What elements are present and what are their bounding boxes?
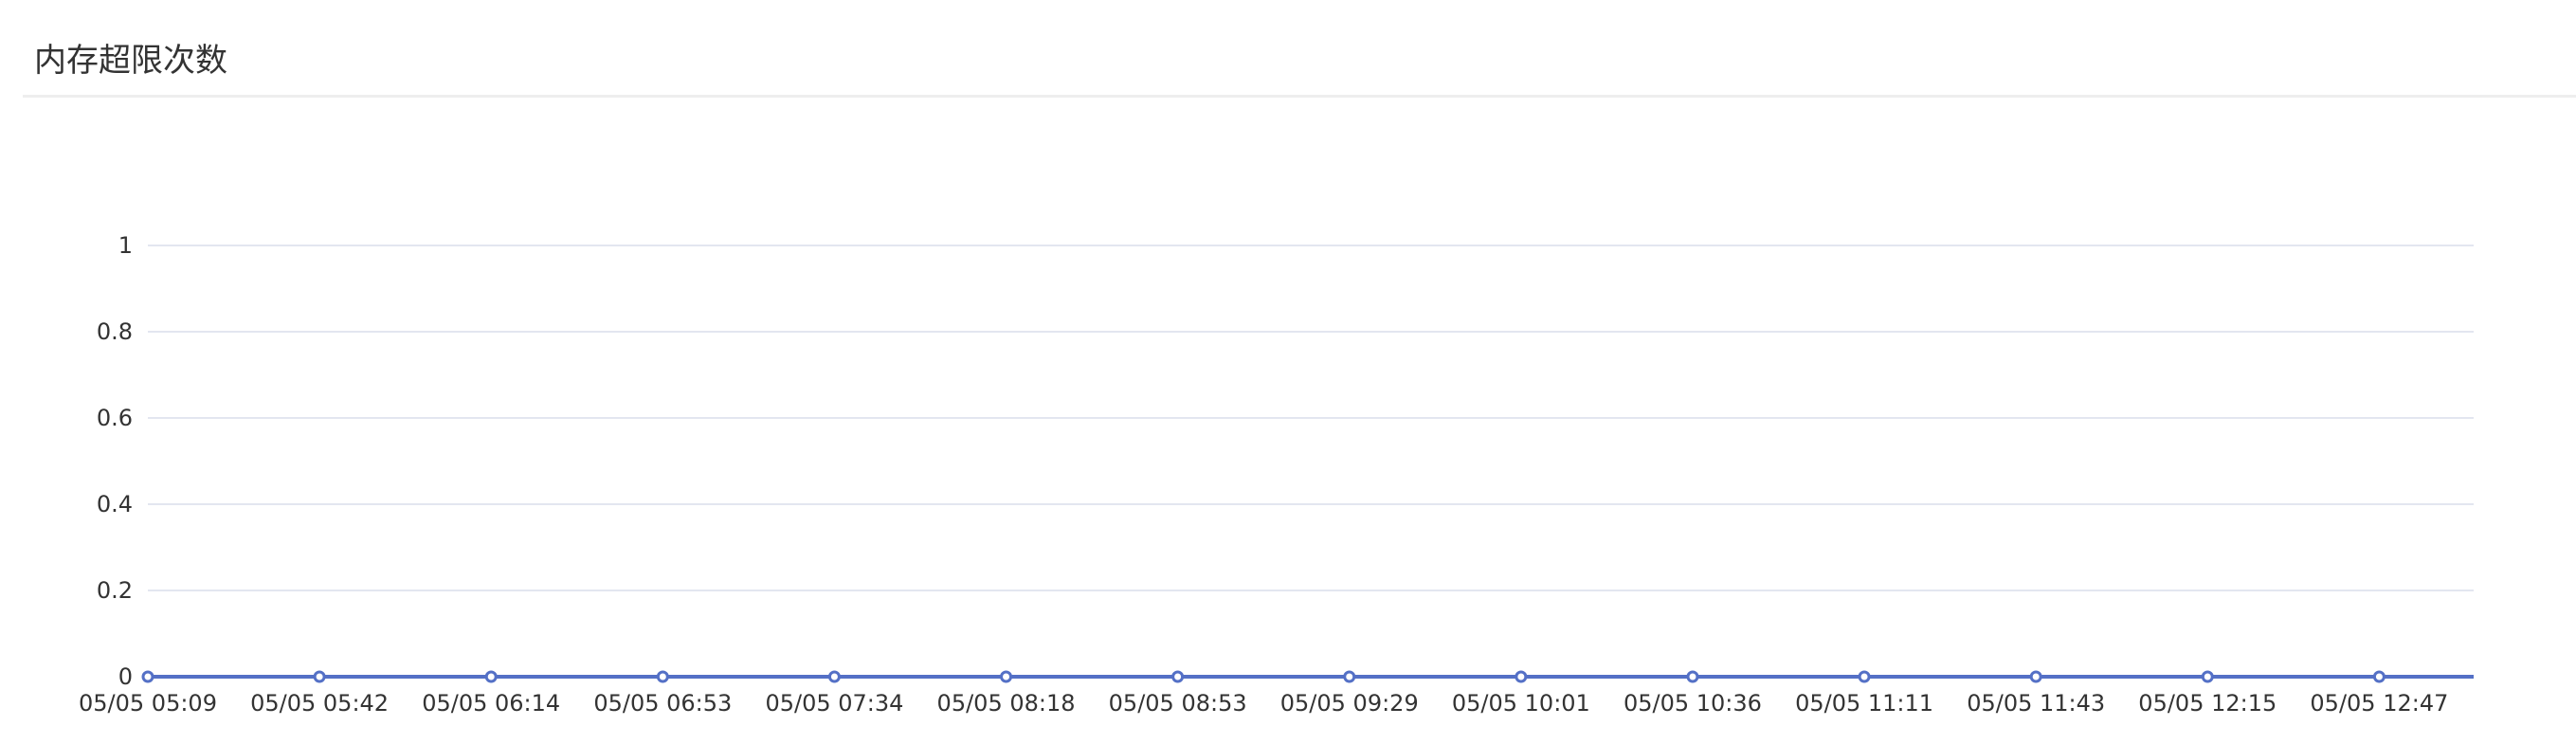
x-tick-label-12: 05/05 12:15 xyxy=(2138,690,2277,717)
x-tick-label-11: 05/05 11:43 xyxy=(1967,690,2105,717)
y-tick-label-3: 0.6 xyxy=(97,405,133,431)
x-tick-label-5: 05/05 08:18 xyxy=(937,690,1076,717)
x-tick-label-0: 05/05 05:09 xyxy=(79,690,217,717)
data-point-0-13 xyxy=(2372,670,2386,683)
data-point-0-2 xyxy=(484,670,498,683)
data-point-0-3 xyxy=(656,670,669,683)
x-tick-label-6: 05/05 08:53 xyxy=(1109,690,1247,717)
y-tick-label-1: 0.2 xyxy=(97,577,133,604)
y-tick-label-0: 0 xyxy=(118,663,133,690)
panel-title: 内存超限次数 xyxy=(34,42,227,80)
data-point-0-11 xyxy=(2029,670,2042,683)
x-tick-label-7: 05/05 09:29 xyxy=(1280,690,1419,717)
data-point-0-0 xyxy=(141,670,154,683)
data-point-0-12 xyxy=(2201,670,2214,683)
x-tick-label-13: 05/05 12:47 xyxy=(2310,690,2448,717)
x-tick-label-8: 05/05 10:01 xyxy=(1452,690,1590,717)
data-point-0-7 xyxy=(1343,670,1356,683)
x-tick-label-2: 05/05 06:14 xyxy=(422,690,560,717)
x-tick-label-9: 05/05 10:36 xyxy=(1624,690,1762,717)
data-point-0-10 xyxy=(1858,670,1871,683)
data-point-0-5 xyxy=(1000,670,1013,683)
x-tick-label-3: 05/05 06:53 xyxy=(593,690,732,717)
data-point-0-6 xyxy=(1171,670,1185,683)
data-point-0-8 xyxy=(1515,670,1528,683)
data-point-0-9 xyxy=(1686,670,1699,683)
data-point-0-4 xyxy=(827,670,841,683)
data-point-0-1 xyxy=(313,670,326,683)
y-tick-label-2: 0.4 xyxy=(97,491,133,517)
x-tick-label-10: 05/05 11:11 xyxy=(1795,690,1933,717)
panel-header: 内存超限次数 xyxy=(23,0,2576,98)
y-tick-label-5: 1 xyxy=(118,232,133,259)
x-tick-label-1: 05/05 05:42 xyxy=(250,690,389,717)
y-tick-label-4: 0.8 xyxy=(97,318,133,345)
x-tick-label-4: 05/05 07:34 xyxy=(765,690,903,717)
